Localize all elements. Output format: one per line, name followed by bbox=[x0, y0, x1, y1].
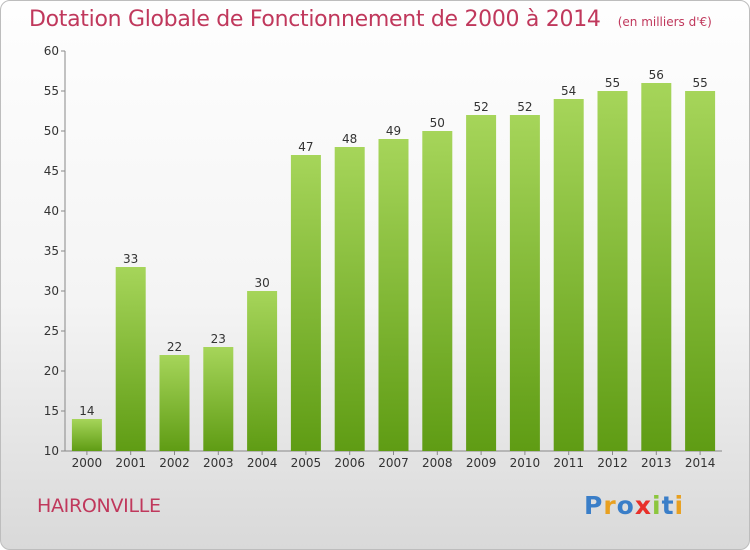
x-tick-label-2003: 2003 bbox=[203, 456, 234, 470]
y-tick-label: 30 bbox=[44, 284, 59, 298]
y-tick-label: 15 bbox=[44, 404, 59, 418]
x-tick-label-2008: 2008 bbox=[422, 456, 453, 470]
data-label-2014: 55 bbox=[692, 76, 707, 90]
chart-title: Dotation Globale de Fonctionnement de 20… bbox=[29, 7, 601, 32]
bar-2014 bbox=[685, 91, 716, 451]
logo-letter: o bbox=[616, 491, 635, 520]
proxiti-logo: Proxiti bbox=[584, 491, 684, 520]
x-tick-label-2000: 2000 bbox=[72, 456, 103, 470]
data-label-2009: 52 bbox=[473, 100, 488, 114]
x-tick-label-2013: 2013 bbox=[641, 456, 672, 470]
data-label-2004: 30 bbox=[254, 276, 269, 290]
bar-2001 bbox=[115, 267, 146, 451]
axes: 10 15 20 25 30 35 40 45 50 55 60 2000 2001 2002 2003 20… bbox=[44, 44, 722, 470]
logo-letter: r bbox=[603, 491, 617, 520]
data-label-2007: 49 bbox=[386, 124, 401, 138]
data-label-2002: 22 bbox=[167, 340, 182, 354]
data-label-2010: 52 bbox=[517, 100, 532, 114]
unit-note: (en milliers d'€) bbox=[617, 15, 712, 29]
y-tick-label: 40 bbox=[44, 204, 59, 218]
y-tick-label: 20 bbox=[44, 364, 59, 378]
x-tick-label-2006: 2006 bbox=[334, 456, 365, 470]
data-label-2013: 56 bbox=[649, 68, 664, 82]
bar-2007 bbox=[378, 139, 409, 451]
logo-letter: i bbox=[652, 491, 662, 520]
data-label-2003: 23 bbox=[211, 332, 226, 346]
x-tick-label-2009: 2009 bbox=[466, 456, 497, 470]
logo-letter: x bbox=[634, 491, 652, 520]
bar-2002 bbox=[159, 355, 190, 451]
x-tick-label-2010: 2010 bbox=[510, 456, 541, 470]
bar-2013 bbox=[641, 83, 672, 451]
logo-letter: i bbox=[674, 491, 685, 520]
x-tick-label-2012: 2012 bbox=[597, 456, 628, 470]
x-tick-label-2007: 2007 bbox=[378, 456, 409, 470]
y-tick-label: 60 bbox=[44, 44, 59, 58]
y-tick-label: 45 bbox=[44, 164, 59, 178]
data-label-2000: 14 bbox=[79, 404, 94, 418]
bar-2006 bbox=[334, 147, 365, 451]
bar-2000 bbox=[71, 419, 102, 451]
commune-name: HAIRONVILLE bbox=[37, 495, 161, 517]
bar-2005 bbox=[290, 155, 321, 451]
y-tick-label: 50 bbox=[44, 124, 59, 138]
chart-title-row: Dotation Globale de Fonctionnement de 20… bbox=[29, 7, 712, 32]
data-labels: 14 33 22 23 30 47 48 49 50 52 52 54 55 56 55 bbox=[79, 68, 707, 418]
x-tick-label-2002: 2002 bbox=[159, 456, 190, 470]
data-label-2005: 47 bbox=[298, 140, 313, 154]
data-label-2001: 33 bbox=[123, 252, 138, 266]
bar-2012 bbox=[597, 91, 628, 451]
bar-2008 bbox=[422, 131, 453, 451]
logo-letter: P bbox=[584, 491, 604, 520]
data-label-2012: 55 bbox=[605, 76, 620, 90]
y-tick-label: 25 bbox=[44, 324, 59, 338]
data-label-2008: 50 bbox=[430, 116, 445, 130]
x-tick-label-2011: 2011 bbox=[553, 456, 584, 470]
bar-2004 bbox=[247, 291, 278, 451]
data-label-2011: 54 bbox=[561, 84, 576, 98]
logo-letter: t bbox=[661, 491, 675, 520]
y-tick-label: 35 bbox=[44, 244, 59, 258]
bars bbox=[71, 83, 716, 451]
bar-2011 bbox=[553, 99, 584, 451]
y-tick-label: 10 bbox=[44, 444, 59, 458]
x-tick-label-2014: 2014 bbox=[685, 456, 716, 470]
y-tick-label: 55 bbox=[44, 84, 59, 98]
x-tick-label-2001: 2001 bbox=[115, 456, 146, 470]
bar-2009 bbox=[466, 115, 497, 451]
x-tick-label-2005: 2005 bbox=[291, 456, 322, 470]
data-label-2006: 48 bbox=[342, 132, 357, 146]
bar-2003 bbox=[203, 347, 234, 451]
x-tick-label-2004: 2004 bbox=[247, 456, 278, 470]
bar-2010 bbox=[509, 115, 540, 451]
